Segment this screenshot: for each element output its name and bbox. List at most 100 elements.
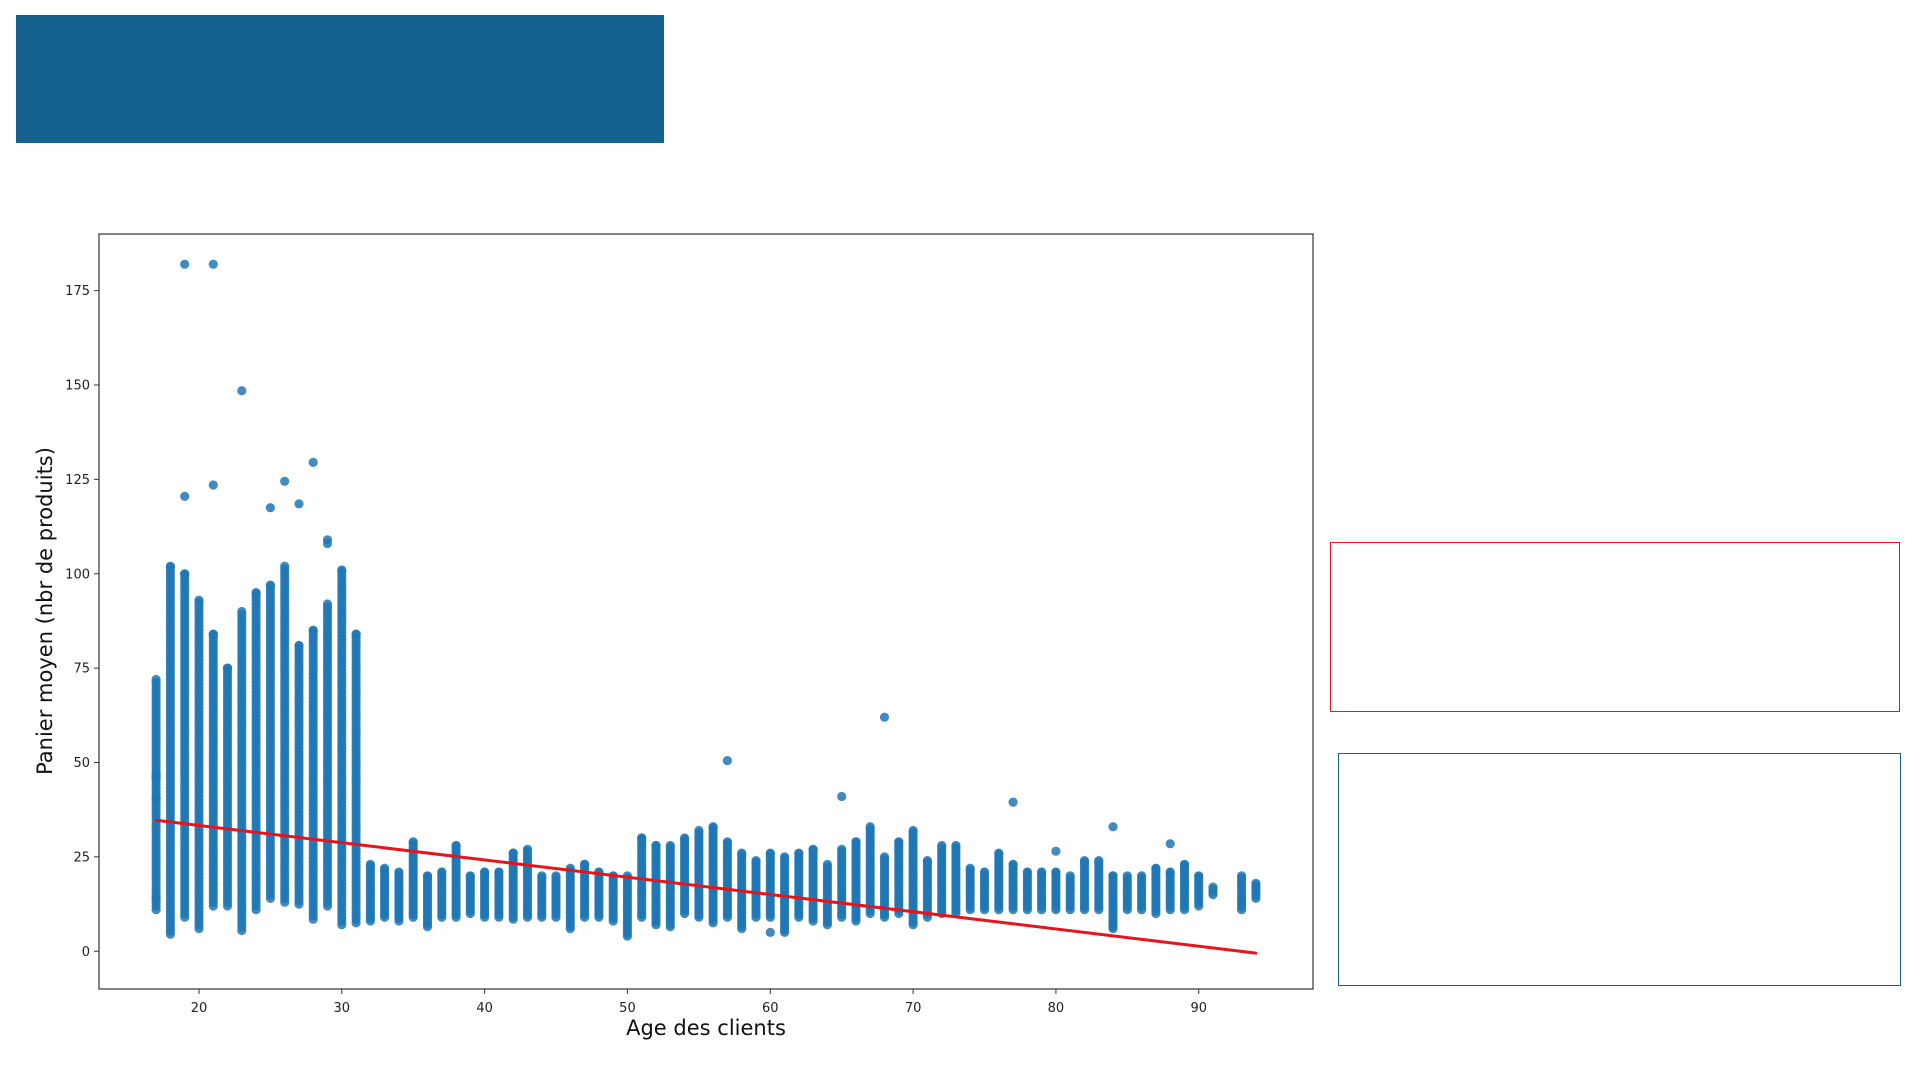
data-point bbox=[1179, 859, 1190, 870]
data-point bbox=[208, 629, 218, 639]
data-point bbox=[194, 595, 204, 605]
data-point bbox=[580, 859, 590, 870]
x-tick-label: 40 bbox=[476, 1001, 493, 1016]
data-point bbox=[794, 848, 804, 858]
data-point bbox=[1151, 863, 1161, 873]
data-point bbox=[222, 663, 233, 673]
data-point bbox=[651, 840, 661, 851]
data-point bbox=[180, 569, 190, 579]
data-point bbox=[722, 837, 733, 847]
data-point bbox=[294, 499, 304, 509]
x-tick-label: 30 bbox=[334, 1001, 351, 1016]
data-point bbox=[365, 859, 375, 870]
data-point bbox=[494, 867, 504, 877]
data-point bbox=[1165, 867, 1175, 877]
data-point bbox=[237, 386, 247, 396]
data-point bbox=[151, 793, 161, 804]
y-axis-ticks: 0 25 50 75 100 125 150 175 bbox=[65, 284, 99, 960]
y-tick-label: 125 bbox=[65, 473, 90, 488]
data-point bbox=[337, 565, 347, 575]
data-point bbox=[208, 480, 218, 490]
data-point bbox=[680, 833, 690, 843]
data-point bbox=[1094, 856, 1104, 866]
data-point bbox=[822, 859, 833, 870]
data-point bbox=[180, 259, 190, 269]
data-point bbox=[1008, 797, 1018, 807]
data-point bbox=[551, 871, 561, 881]
data-point bbox=[637, 833, 647, 843]
data-point bbox=[979, 867, 990, 877]
data-point bbox=[451, 840, 461, 851]
x-axis-title: Age des clients bbox=[626, 1016, 786, 1040]
data-point bbox=[1051, 846, 1061, 856]
data-point bbox=[522, 844, 533, 854]
x-tick-label: 20 bbox=[191, 1001, 208, 1016]
data-point bbox=[208, 259, 218, 269]
annotation-box-red bbox=[1330, 542, 1900, 712]
y-tick-label: 150 bbox=[65, 379, 90, 394]
data-point bbox=[965, 863, 975, 873]
data-point bbox=[780, 852, 790, 862]
data-point bbox=[1208, 882, 1218, 892]
data-point bbox=[837, 791, 847, 802]
title-banner bbox=[16, 15, 664, 143]
y-tick-label: 25 bbox=[73, 850, 90, 865]
data-point bbox=[537, 871, 547, 881]
data-point bbox=[894, 837, 904, 847]
data-point bbox=[1108, 871, 1118, 881]
data-point bbox=[737, 848, 747, 858]
data-point bbox=[765, 927, 775, 938]
annotation-box-blue bbox=[1338, 753, 1901, 986]
data-point bbox=[1051, 867, 1061, 877]
data-point bbox=[837, 844, 847, 854]
data-point bbox=[508, 848, 518, 858]
data-point bbox=[951, 840, 961, 851]
y-axis-title: Panier moyen (nbr de produits) bbox=[33, 447, 57, 775]
data-point bbox=[480, 867, 490, 877]
data-point bbox=[151, 773, 161, 783]
x-axis-ticks: 20 30 40 50 60 70 80 90 bbox=[191, 989, 1207, 1016]
data-point bbox=[294, 640, 304, 651]
data-point bbox=[380, 863, 390, 873]
data-point bbox=[922, 856, 933, 866]
y-tick-label: 175 bbox=[65, 284, 90, 299]
data-point bbox=[1022, 867, 1032, 877]
data-point bbox=[1079, 856, 1090, 866]
data-point bbox=[879, 852, 890, 862]
data-point bbox=[265, 580, 275, 590]
data-point bbox=[165, 561, 175, 571]
x-tick-label: 60 bbox=[762, 1001, 779, 1016]
data-point bbox=[280, 561, 290, 571]
data-point bbox=[180, 491, 190, 501]
data-point bbox=[1165, 839, 1175, 849]
data-point bbox=[422, 871, 433, 881]
data-point bbox=[694, 825, 704, 836]
data-point bbox=[665, 840, 675, 851]
data-point bbox=[437, 867, 447, 877]
data-point bbox=[465, 871, 475, 881]
data-point bbox=[280, 476, 290, 486]
data-point bbox=[1037, 867, 1047, 877]
data-point bbox=[879, 712, 890, 722]
data-point bbox=[322, 599, 333, 609]
data-point bbox=[351, 629, 361, 639]
data-point bbox=[322, 538, 333, 549]
y-tick-label: 75 bbox=[73, 662, 90, 677]
data-point bbox=[1137, 871, 1147, 881]
x-tick-label: 90 bbox=[1190, 1001, 1207, 1016]
data-point bbox=[722, 756, 733, 766]
data-point bbox=[394, 867, 404, 877]
x-tick-label: 50 bbox=[619, 1001, 636, 1016]
data-point bbox=[151, 674, 161, 685]
data-point bbox=[308, 625, 318, 636]
data-point bbox=[151, 893, 161, 904]
data-point bbox=[251, 588, 261, 598]
data-point bbox=[1065, 871, 1075, 881]
data-point bbox=[1108, 922, 1118, 932]
data-point bbox=[908, 825, 918, 836]
trend-line bbox=[154, 818, 1258, 955]
data-point bbox=[408, 837, 418, 847]
data-point bbox=[865, 822, 875, 832]
data-point bbox=[994, 848, 1004, 858]
